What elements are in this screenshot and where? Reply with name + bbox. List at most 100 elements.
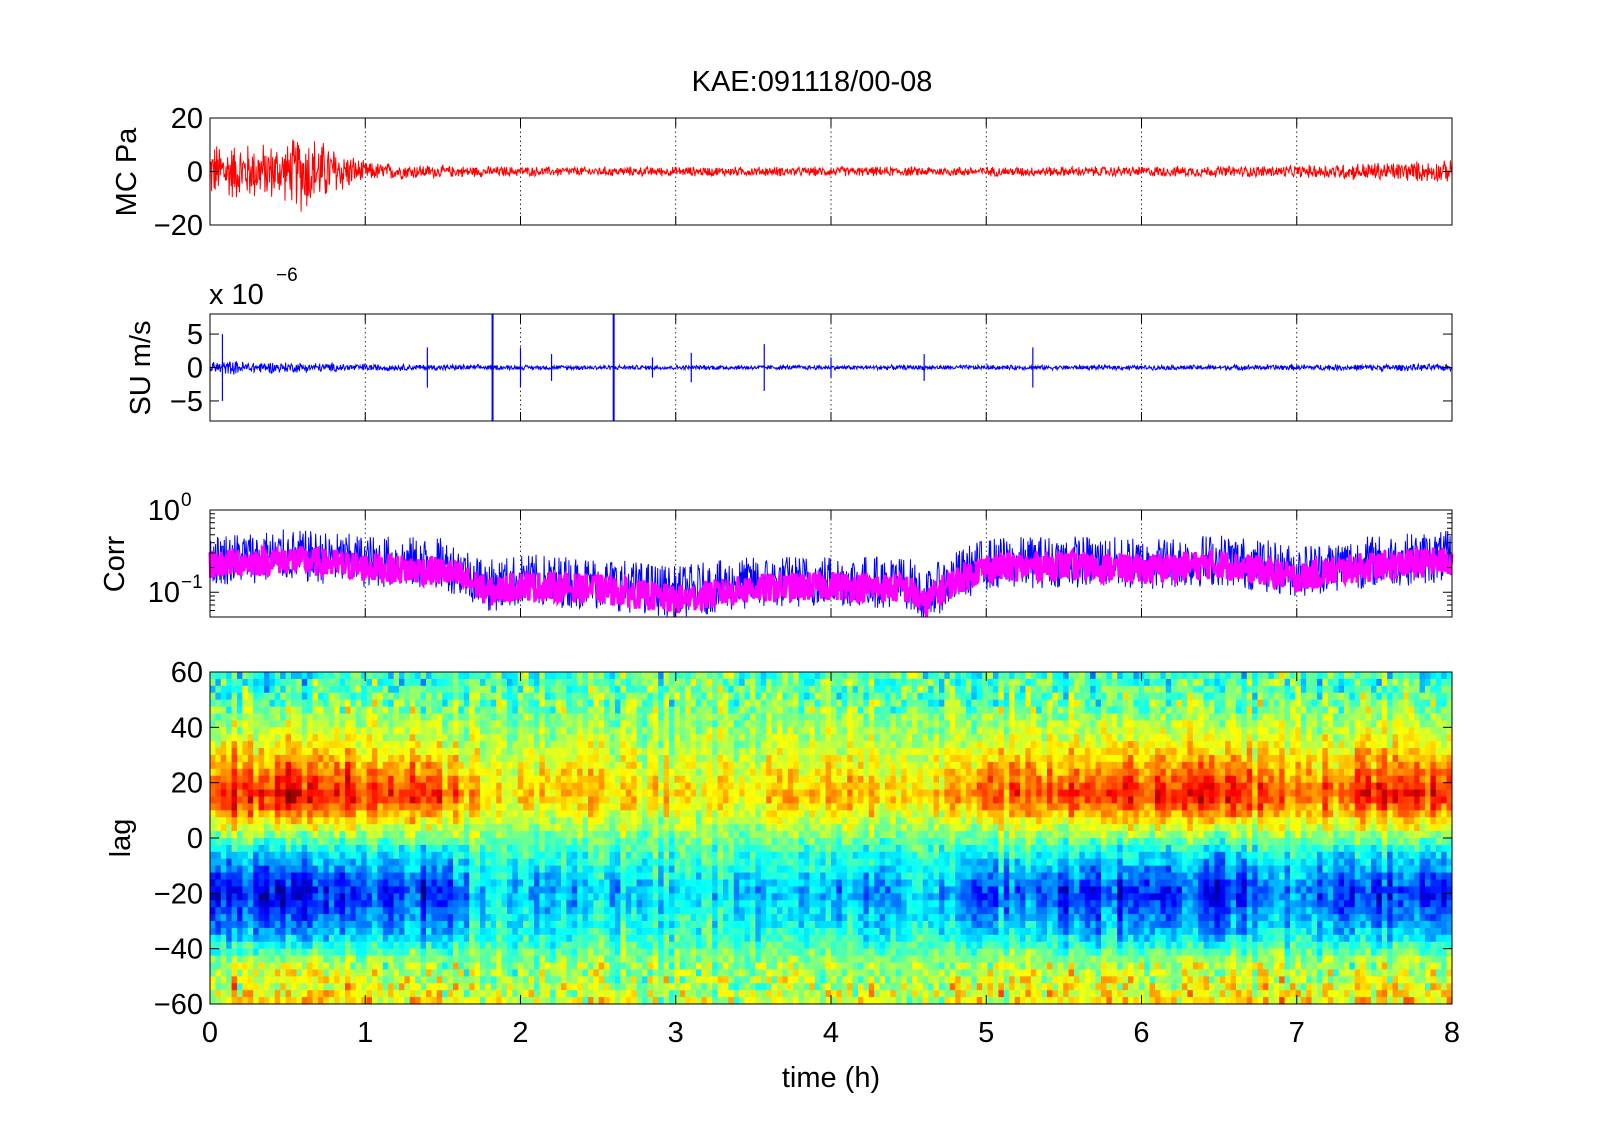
heatmap-cell xyxy=(420,796,427,805)
heatmap-cell xyxy=(312,934,319,943)
heatmap-cell xyxy=(399,941,405,950)
heatmap-cell xyxy=(307,990,314,998)
heatmap-cell xyxy=(307,672,314,680)
heatmap-cell xyxy=(523,706,530,715)
heatmap-cell xyxy=(382,768,389,777)
heatmap-cell xyxy=(690,685,697,694)
heatmap-cell xyxy=(517,831,524,839)
heatmap-cell xyxy=(593,997,600,1004)
heatmap-cell xyxy=(215,955,222,964)
heatmap-cell xyxy=(480,858,486,867)
heatmap-cell xyxy=(658,921,665,929)
heatmap-cell xyxy=(598,672,605,680)
heatmap-cell xyxy=(723,962,729,971)
heatmap-cell xyxy=(485,678,492,687)
heatmap-cell xyxy=(690,838,697,846)
heatmap-cell xyxy=(274,692,281,701)
heatmap-cell xyxy=(696,796,702,805)
heatmap-cell xyxy=(355,672,362,680)
heatmap-cell xyxy=(739,997,746,1004)
heatmap-cell xyxy=(404,741,411,749)
heatmap-cell xyxy=(490,720,497,728)
heatmap-cell xyxy=(571,927,578,936)
heatmap-cell xyxy=(496,782,503,791)
heatmap-cell xyxy=(544,941,551,950)
heatmap-cell xyxy=(361,831,368,839)
heatmap-cell xyxy=(220,948,227,957)
heatmap-cell xyxy=(220,893,227,901)
heatmap-cell xyxy=(723,997,729,1004)
heatmap-cell xyxy=(685,934,692,943)
heatmap-cell xyxy=(555,699,562,708)
heatmap-cell xyxy=(544,838,551,846)
heatmap-cell xyxy=(669,955,675,964)
heatmap-cell xyxy=(242,672,249,680)
heatmap-cell xyxy=(247,699,254,708)
heatmap-cell xyxy=(517,692,524,701)
heatmap-cell xyxy=(474,796,481,805)
heatmap-cell xyxy=(345,872,351,881)
heatmap-cell xyxy=(453,990,459,998)
heatmap-cell xyxy=(409,672,416,680)
heatmap-cell xyxy=(220,927,227,936)
heatmap-cell xyxy=(355,955,362,964)
heatmap-cell xyxy=(733,734,740,742)
heatmap-cell xyxy=(647,914,654,922)
heatmap-cell xyxy=(598,858,605,867)
heatmap-cell xyxy=(652,948,659,957)
heatmap-cell xyxy=(658,692,665,701)
heatmap-cell xyxy=(534,941,540,950)
heatmap-cell xyxy=(237,678,243,687)
heatmap-cell xyxy=(750,858,756,867)
heatmap-cell xyxy=(712,789,719,798)
heatmap-cell xyxy=(636,831,643,839)
heatmap-cell xyxy=(285,955,292,964)
heatmap-cell xyxy=(453,824,459,832)
heatmap-cell xyxy=(658,934,665,943)
heatmap-cell xyxy=(561,748,567,756)
heatmap-cell xyxy=(453,969,459,977)
heatmap-cell xyxy=(463,720,470,728)
heatmap-cell xyxy=(701,761,708,770)
heatmap-cell xyxy=(355,907,362,915)
heatmap-cell xyxy=(312,810,319,818)
heatmap-cell xyxy=(328,983,335,991)
heatmap-cell xyxy=(604,983,611,991)
heatmap-cell xyxy=(301,817,308,825)
heatmap-cell xyxy=(690,755,697,763)
heatmap-cell xyxy=(523,692,530,701)
heatmap-cell xyxy=(215,997,222,1004)
heatmap-cell xyxy=(404,858,411,867)
heatmap-cell xyxy=(501,741,508,749)
heatmap-cell xyxy=(388,824,395,832)
heatmap-cell xyxy=(663,955,670,964)
heatmap-cell xyxy=(436,851,443,860)
heatmap-cell xyxy=(382,969,389,977)
heatmap-cell xyxy=(490,685,497,694)
heatmap-cell xyxy=(723,768,729,777)
heatmap-cell xyxy=(620,893,627,901)
heatmap-cell xyxy=(312,886,319,894)
heatmap-cell xyxy=(615,858,621,867)
heatmap-cell xyxy=(625,761,632,770)
heatmap-cell xyxy=(458,838,465,846)
heatmap-cell xyxy=(652,941,659,950)
heatmap-cell xyxy=(404,810,411,818)
heatmap-cell xyxy=(696,858,702,867)
heatmap-cell xyxy=(501,720,508,728)
heatmap-cell xyxy=(258,789,265,798)
heatmap-cell xyxy=(328,782,335,791)
heatmap-cell xyxy=(350,734,357,742)
heatmap-cell xyxy=(393,699,400,708)
heatmap-cell xyxy=(690,969,697,977)
heatmap-cell xyxy=(620,720,627,728)
heatmap-cell xyxy=(512,678,519,687)
heatmap-cell xyxy=(436,699,443,708)
heatmap-cell xyxy=(593,907,600,915)
heatmap-cell xyxy=(253,851,260,860)
heatmap-cell xyxy=(334,879,341,888)
heatmap-cell xyxy=(598,900,605,908)
heatmap-cell xyxy=(577,969,584,977)
heatmap-cell xyxy=(345,976,351,984)
heatmap-cell xyxy=(490,969,497,977)
